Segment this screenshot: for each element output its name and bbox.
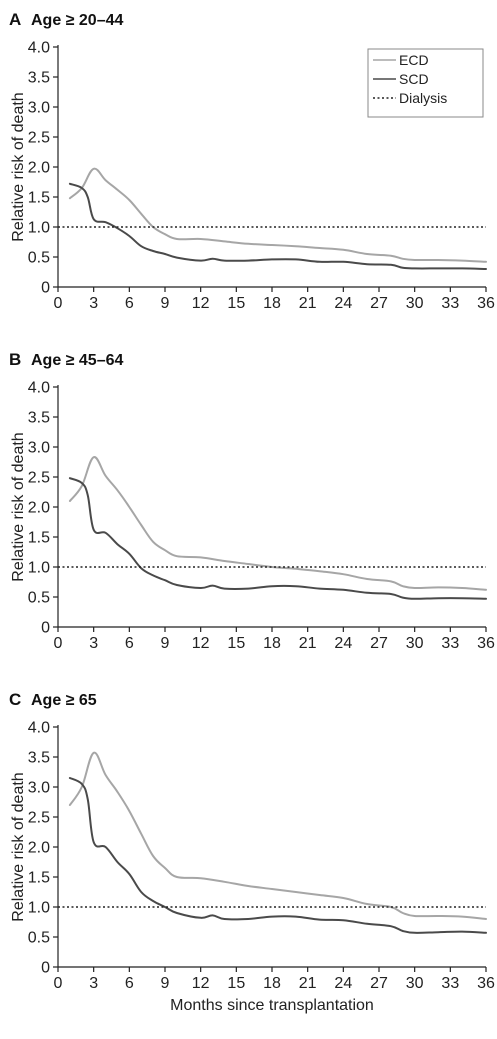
x-tick-label: 3: [89, 635, 98, 652]
y-tick-label: 3.5: [28, 410, 50, 427]
x-tick-label: 24: [334, 635, 352, 652]
x-tick-label: 12: [192, 295, 210, 312]
x-tick-label: 9: [161, 975, 170, 992]
y-tick-label: 0: [41, 960, 50, 977]
y-tick-label: 0.5: [28, 590, 50, 607]
y-tick-label: 2.5: [28, 470, 50, 487]
x-tick-label: 30: [406, 975, 424, 992]
x-tick-label: 27: [370, 975, 388, 992]
panel-letter: A: [9, 10, 21, 29]
y-tick-label: 3.0: [28, 100, 50, 117]
series-scd-line: [68, 182, 487, 270]
y-tick-label: 4.0: [28, 380, 50, 397]
x-tick-label: 0: [54, 975, 63, 992]
x-tick-label: 33: [441, 635, 459, 652]
y-tick-label: 4.0: [28, 720, 50, 737]
x-tick-label: 18: [263, 635, 281, 652]
panel-title: Age ≥ 45–64: [31, 352, 123, 369]
x-tick-label: 36: [477, 975, 495, 992]
legend: ECD SCD Dialysis: [367, 48, 484, 118]
x-tick-label: 12: [192, 975, 210, 992]
x-tick-label: 12: [192, 635, 210, 652]
y-axis-label: Relative risk of death: [10, 772, 27, 921]
legend-label-ecd: ECD: [399, 52, 429, 68]
x-tick-label: 18: [263, 295, 281, 312]
y-tick-label: 0.5: [28, 930, 50, 947]
legend-label-dialysis: Dialysis: [399, 90, 447, 106]
x-tick-label: 15: [227, 295, 245, 312]
y-tick-label: 2.0: [28, 500, 50, 517]
y-tick-label: 1.0: [28, 900, 50, 917]
y-tick-label: 0.5: [28, 250, 50, 267]
x-tick-label: 15: [227, 635, 245, 652]
y-tick-label: 0: [41, 620, 50, 637]
panel-letter: B: [9, 350, 21, 369]
panel-title: Age ≥ 20–44: [31, 12, 123, 29]
series-ecd-line: [68, 751, 487, 920]
series-scd-line: [68, 777, 487, 934]
x-tick-label: 33: [441, 975, 459, 992]
y-tick-label: 3.5: [28, 70, 50, 87]
y-tick-label: 2.5: [28, 130, 50, 147]
y-tick-label: 4.0: [28, 40, 50, 57]
y-tick-label: 3.5: [28, 750, 50, 767]
x-tick-label: 21: [299, 635, 317, 652]
series-scd-line: [68, 477, 487, 600]
y-tick-label: 1.0: [28, 560, 50, 577]
x-tick-label: 27: [370, 295, 388, 312]
x-tick-label: 9: [161, 295, 170, 312]
x-tick-label: 3: [89, 295, 98, 312]
x-tick-label: 24: [334, 295, 352, 312]
y-tick-label: 3.0: [28, 440, 50, 457]
x-tick-label: 6: [125, 635, 134, 652]
x-tick-label: 30: [406, 295, 424, 312]
y-tick-label: 1.5: [28, 190, 50, 207]
panel-title: Age ≥ 65: [31, 692, 97, 709]
x-tick-label: 6: [125, 295, 134, 312]
y-tick-label: 1.0: [28, 220, 50, 237]
y-axis-label: Relative risk of death: [10, 92, 27, 241]
x-tick-label: 36: [477, 295, 495, 312]
x-tick-label: 9: [161, 635, 170, 652]
y-tick-label: 1.5: [28, 530, 50, 547]
x-axis-label: Months since transplantation: [170, 997, 374, 1014]
y-tick-label: 0: [41, 280, 50, 297]
x-tick-label: 18: [263, 975, 281, 992]
x-tick-label: 21: [299, 975, 317, 992]
x-tick-label: 3: [89, 975, 98, 992]
y-tick-label: 2.5: [28, 810, 50, 827]
x-tick-label: 30: [406, 635, 424, 652]
y-tick-label: 3.0: [28, 780, 50, 797]
y-tick-label: 2.0: [28, 840, 50, 857]
x-tick-label: 27: [370, 635, 388, 652]
x-tick-label: 15: [227, 975, 245, 992]
y-tick-label: 2.0: [28, 160, 50, 177]
y-tick-label: 1.5: [28, 870, 50, 887]
legend-label-scd: SCD: [399, 71, 429, 87]
x-tick-label: 0: [54, 635, 63, 652]
x-tick-label: 6: [125, 975, 134, 992]
panel-letter: C: [9, 690, 21, 709]
x-tick-label: 36: [477, 635, 495, 652]
x-tick-label: 0: [54, 295, 63, 312]
x-tick-label: 21: [299, 295, 317, 312]
x-tick-label: 24: [334, 975, 352, 992]
x-tick-label: 33: [441, 295, 459, 312]
y-axis-label: Relative risk of death: [10, 432, 27, 581]
series-ecd-line: [68, 456, 487, 591]
series-ecd-line: [68, 167, 487, 263]
